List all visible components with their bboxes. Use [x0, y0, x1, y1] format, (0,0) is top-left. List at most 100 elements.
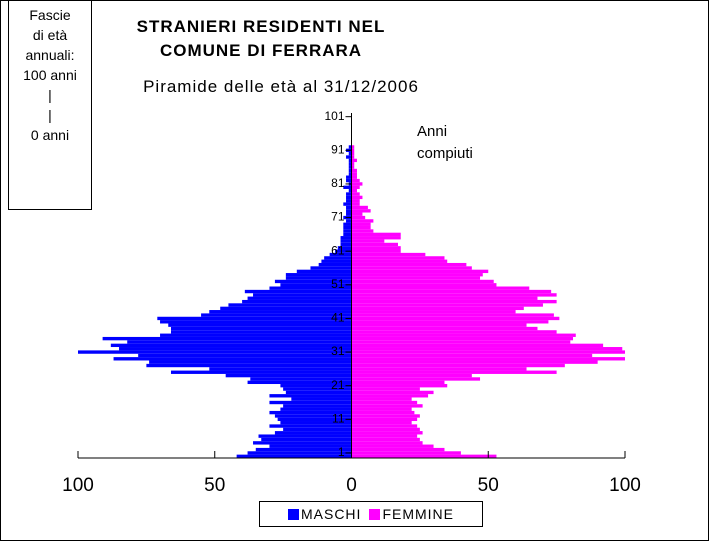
bar: [351, 377, 481, 381]
bar: [346, 212, 352, 216]
bar: [351, 421, 412, 425]
bar: [351, 293, 557, 297]
bar: [351, 343, 604, 348]
bar: [351, 404, 423, 408]
bar: [351, 427, 420, 432]
bar: [351, 209, 371, 213]
bar: [351, 252, 426, 257]
bar: [351, 387, 420, 391]
bar: [351, 266, 472, 270]
y-tick-label: 51: [331, 277, 345, 291]
bar: [351, 185, 360, 189]
note-box: Fascie di età annuali: 100 anni | | 0 anni: [8, 1, 92, 210]
bar: [351, 188, 357, 193]
bar: [351, 296, 538, 300]
bar: [343, 202, 352, 206]
bar: [343, 229, 352, 233]
bar: [351, 347, 623, 351]
bar: [269, 394, 352, 398]
bar: [351, 289, 552, 294]
bar: [351, 441, 423, 445]
bar: [351, 447, 445, 452]
bar: [351, 333, 576, 337]
bar: [346, 175, 352, 179]
bar: [351, 431, 423, 435]
bar: [351, 407, 412, 411]
bar: [283, 404, 352, 408]
note-line: annuali:: [25, 47, 75, 63]
bar: [351, 367, 527, 371]
bar: [351, 219, 374, 223]
bar: [351, 192, 360, 196]
y-tick-label: 101: [324, 109, 344, 123]
bar: [340, 236, 352, 240]
bar: [351, 283, 497, 287]
bar: [351, 390, 434, 395]
bar: [346, 155, 352, 159]
bar: [343, 232, 352, 237]
bar: [285, 276, 352, 280]
y-tick-label: 11: [332, 412, 345, 426]
bar: [280, 384, 352, 388]
bar: [351, 212, 363, 216]
bar: [351, 273, 483, 277]
bar: [351, 158, 357, 163]
bar: [351, 195, 363, 200]
bar: [348, 162, 352, 166]
bar: [351, 303, 543, 307]
bar: [348, 165, 352, 169]
bar: [351, 229, 374, 233]
bar: [149, 360, 352, 364]
bar: [351, 310, 516, 314]
bar: [236, 454, 352, 458]
bar: [343, 185, 352, 189]
bar: [269, 424, 352, 428]
bar: [146, 363, 352, 368]
bar: [346, 219, 352, 223]
chart-subtitle: Piramide delle età al 31/12/2006: [143, 77, 419, 96]
bar: [351, 256, 445, 260]
x-tick-label: 50: [204, 475, 225, 496]
bar: [310, 266, 352, 270]
bar: [351, 172, 357, 176]
bar: [351, 444, 434, 448]
bar: [247, 380, 352, 385]
y-tick-label: 61: [331, 243, 345, 257]
bar: [119, 347, 352, 351]
bar: [351, 410, 415, 415]
bar: [351, 249, 401, 253]
legend-swatch: [287, 508, 299, 520]
bar: [351, 360, 598, 364]
bar: [351, 380, 445, 385]
bar: [351, 414, 420, 418]
bar: [113, 357, 352, 361]
bar: [351, 454, 497, 458]
bar: [157, 316, 352, 321]
bar: [346, 178, 352, 183]
bar: [348, 172, 352, 176]
bar: [351, 336, 574, 341]
bar: [160, 333, 352, 337]
note-line: di età: [32, 27, 68, 43]
bar: [296, 269, 352, 274]
note-line: |: [48, 107, 52, 123]
bar: [340, 239, 352, 243]
bar: [351, 417, 418, 422]
x-tick-label: 50: [478, 475, 499, 496]
bar: [351, 242, 398, 247]
annotation: Anni compiuti: [417, 123, 473, 162]
bar: [351, 175, 357, 179]
y-tick-label: 81: [331, 176, 345, 190]
bar: [277, 417, 352, 422]
bar: [346, 205, 352, 210]
note-line: 0 anni: [30, 127, 70, 143]
legend-label: MASCHI: [300, 506, 362, 522]
bar: [269, 410, 352, 415]
bar: [351, 451, 461, 455]
bar: [168, 323, 352, 327]
bar: [351, 178, 360, 183]
bar: [351, 434, 418, 438]
bar: [351, 162, 355, 166]
bar: [247, 451, 352, 455]
legend-swatch: [369, 508, 381, 520]
